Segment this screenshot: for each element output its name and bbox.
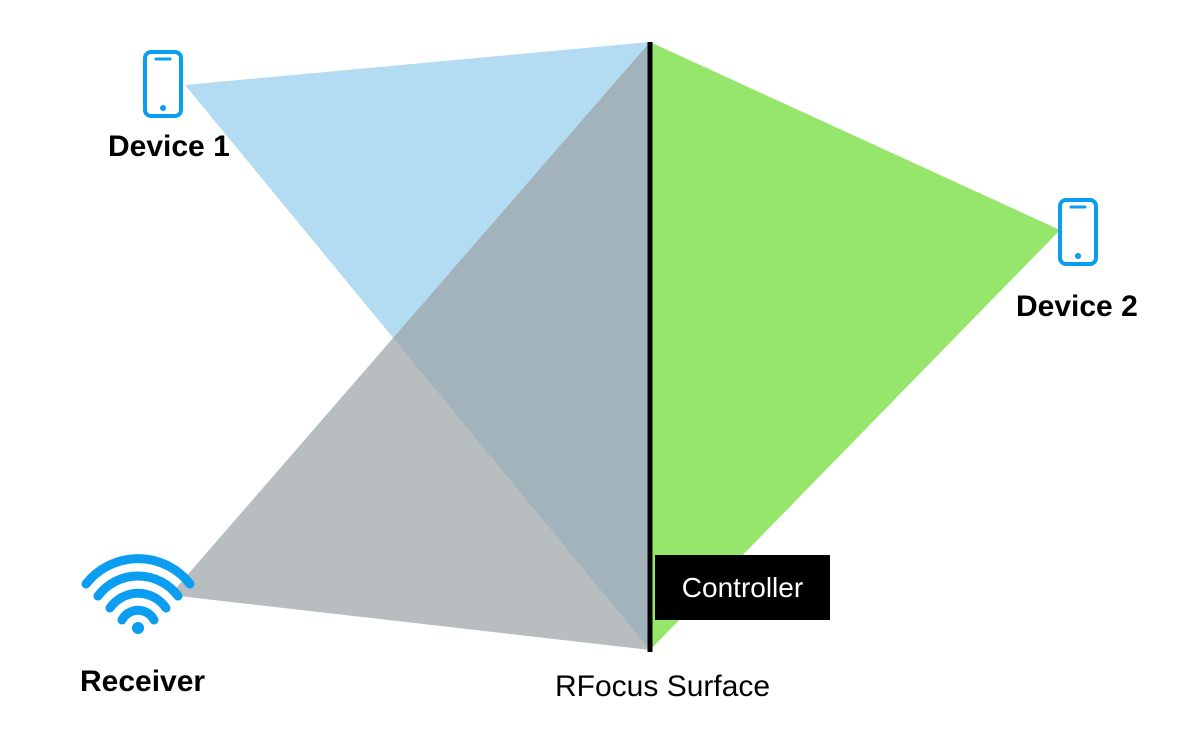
label-device1: Device 1 — [108, 130, 230, 164]
controller-box: Controller — [655, 555, 830, 620]
label-device2: Device 2 — [1016, 290, 1138, 324]
phone-icon-device1 — [145, 52, 181, 116]
label-controller: Controller — [682, 572, 803, 604]
phone-icon-device2 — [1060, 200, 1096, 264]
wifi-icon — [86, 559, 190, 634]
label-receiver: Receiver — [80, 665, 205, 699]
diagram-canvas — [0, 0, 1200, 742]
label-surface: RFocus Surface — [555, 670, 770, 704]
